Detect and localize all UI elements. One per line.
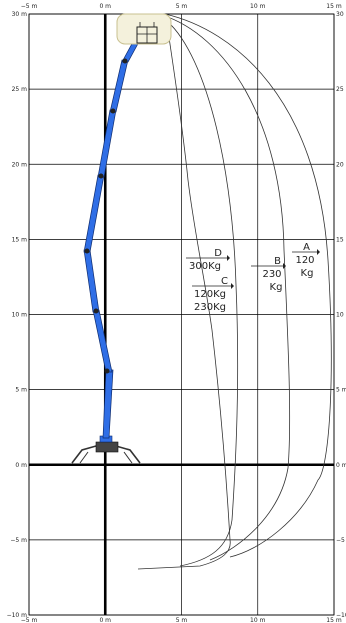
x-tick-label-bottom-3: 10 m (250, 617, 266, 623)
x-tick-label-bottom-1: 0 m (99, 617, 111, 623)
envelope-curve-b (161, 14, 291, 561)
x-tick-label-top-4: 15 m (326, 3, 342, 10)
y-tick-label-left-4: 10 m (12, 312, 28, 319)
axis-ticks: −5 m−5 m0 m0 m5 m5 m10 m10 m15 m15 m30 m… (7, 3, 346, 623)
x-tick-label-top-1: 0 m (99, 3, 111, 10)
envelope-label-a-load-1: 120 (295, 255, 314, 266)
grid (28, 13, 335, 616)
boom-section-5 (97, 109, 117, 178)
boom-section-3 (83, 249, 100, 313)
y-tick-label-left-7: −5 m (10, 537, 27, 544)
envelope-label-c-load-2: 230Kg (194, 302, 226, 313)
boom-section-1 (102, 369, 114, 439)
envelope-label-c-letter: C (221, 276, 228, 287)
envelope-label-b-letter: B (274, 256, 281, 267)
y-tick-label-left-0: 30 m (12, 11, 28, 18)
plot-frame (28, 13, 335, 616)
y-tick-label-left-5: 5 m (15, 387, 27, 394)
envelope-label-b-load-2: Kg (270, 282, 283, 293)
y-tick-label-right-0: 30 m (336, 11, 346, 18)
y-tick-label-right-7: −5 m (336, 537, 346, 544)
y-tick-label-right-8: −10 m (336, 612, 346, 619)
y-tick-label-right-1: 25 m (336, 86, 346, 93)
y-tick-label-left-2: 20 m (12, 161, 28, 168)
envelope-curve-a (164, 13, 332, 558)
envelope-curve-c (159, 15, 239, 567)
y-tick-label-left-6: 0 m (15, 462, 27, 469)
envelope-labels: A 120 Kg B 230 Kg C 120Kg 230Kg D 300Kg (189, 242, 315, 313)
envelope-label-a-letter: A (303, 242, 310, 253)
envelope-label-d-letter: D (214, 248, 222, 259)
y-tick-label-right-4: 10 m (336, 312, 346, 319)
x-tick-label-top-3: 10 m (250, 3, 266, 10)
y-tick-label-right-3: 15 m (336, 236, 346, 243)
x-tick-label-bottom-0: −5 m (21, 617, 38, 623)
y-tick-label-right-2: 20 m (336, 161, 346, 168)
pointer-arrow-d (227, 255, 230, 261)
x-tick-label-bottom-4: 15 m (326, 617, 342, 623)
y-tick-label-right-6: 0 m (336, 462, 346, 469)
envelope-label-d-load-1: 300Kg (189, 261, 221, 272)
work-platform-basket-icon (116, 13, 172, 45)
envelope-label-c-load-1: 120Kg (194, 289, 226, 300)
envelope-curve-d (137, 15, 231, 570)
boom-section-2 (92, 309, 113, 373)
spider-lift-icon (71, 39, 141, 464)
pointer-arrow-c (231, 283, 234, 289)
y-tick-label-left-3: 15 m (12, 236, 28, 243)
y-tick-label-right-5: 5 m (336, 387, 346, 394)
envelope-label-a-load-2: Kg (301, 268, 314, 279)
x-tick-label-top-2: 5 m (176, 3, 188, 10)
boom-section-4 (83, 174, 105, 253)
x-tick-label-top-0: −5 m (21, 3, 38, 10)
envelope-curves (137, 13, 332, 570)
pointer-arrow-b (283, 263, 286, 269)
y-tick-label-left-1: 25 m (12, 86, 28, 93)
y-tick-label-left-8: −10 m (7, 612, 28, 619)
envelope-label-b-load-1: 230 (262, 269, 281, 280)
x-tick-label-bottom-2: 5 m (176, 617, 188, 623)
load-pointers (186, 249, 320, 289)
pointer-arrow-a (317, 249, 320, 255)
boom-section-6 (109, 59, 129, 113)
